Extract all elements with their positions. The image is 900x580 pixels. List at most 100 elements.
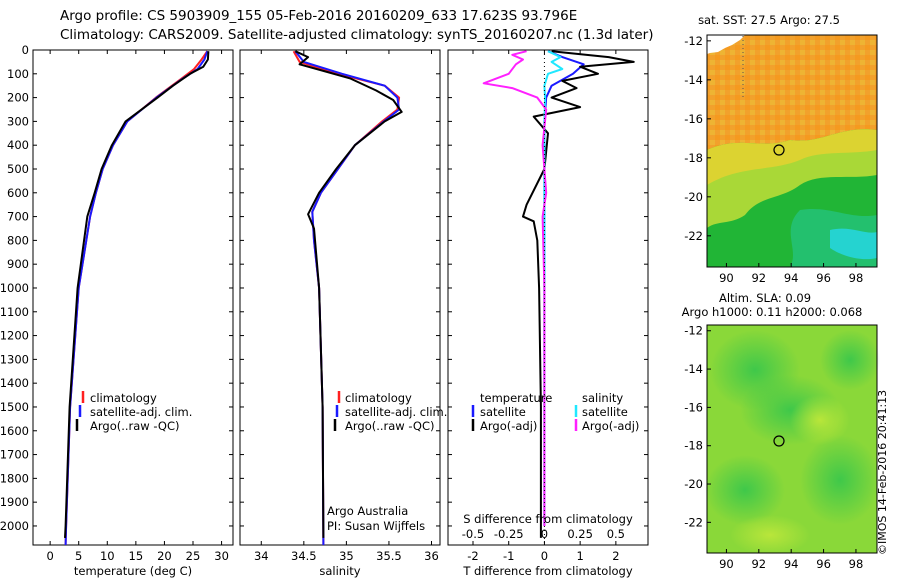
x-tick-label: 2 xyxy=(612,549,619,563)
map-y-tick-label: -12 xyxy=(684,324,703,338)
x-tick-label: 15 xyxy=(129,549,144,563)
depth-tick-label: 1800 xyxy=(0,471,29,485)
sst-field-cyan xyxy=(830,228,877,260)
depth-tick-label: 300 xyxy=(7,114,29,128)
map-x-tick-label: 94 xyxy=(784,271,799,285)
depth-tick-label: 1000 xyxy=(0,281,29,295)
depth-tick-label: 1300 xyxy=(0,352,29,366)
map-y-tick-label: -18 xyxy=(684,439,703,453)
map-y-tick-label: -16 xyxy=(684,400,703,414)
difference-legend: temperature satellite Argo(-adj) salinit… xyxy=(471,391,639,433)
legend-label-temp-argo: Argo(-adj) xyxy=(480,419,537,433)
figure-subtitle: Climatology: CARS2009. Satellite-adjuste… xyxy=(60,27,654,43)
s-difference-axis-label: S difference from climatology xyxy=(463,512,633,526)
sla-argo-marker xyxy=(773,435,785,447)
sla-map: Altim. SLA: 0.09 Argo h1000: 0.11 h2000:… xyxy=(682,291,880,555)
series-line-salinity-argo-adj xyxy=(482,50,548,526)
salinity-legend: climatology satellite-adj. clim. Argo(..… xyxy=(327,391,447,533)
series-line-satellite-adj-clim xyxy=(64,50,209,546)
temperature-axes xyxy=(32,49,234,546)
difference-axes xyxy=(447,49,649,546)
sla-low-area xyxy=(820,330,880,390)
x-tick-label: -1 xyxy=(503,549,514,563)
x-tick-label: 35.5 xyxy=(376,549,402,563)
depth-tick-label: 400 xyxy=(7,138,29,152)
legend-label-climatology: climatology xyxy=(345,391,412,405)
legend-label-climatology: climatology xyxy=(90,391,157,405)
map-y-tick-label: -14 xyxy=(684,73,703,87)
sst-map: sat. SST: 27.5 Argo: 27.5 xyxy=(698,13,878,268)
x-tick-label: 0 xyxy=(541,549,548,563)
legend-label-argo: Argo(..raw -QC) xyxy=(90,419,180,433)
x-tick-label: 34.5 xyxy=(291,549,317,563)
sst-field-warm xyxy=(707,35,877,150)
x-tick-label: 20 xyxy=(157,549,172,563)
figure-title: Argo profile: CS 5903909_155 05-Feb-2016… xyxy=(60,8,578,24)
legend-label-temp-satellite: satellite xyxy=(480,405,526,419)
x-tick-label: 10 xyxy=(100,549,115,563)
depth-tick-label: 1600 xyxy=(0,424,29,438)
s-diff-tick-label: -0.25 xyxy=(494,527,524,541)
depth-tick-label: 1100 xyxy=(0,305,29,319)
x-tick-label: 30 xyxy=(214,549,229,563)
depth-tick-label: 600 xyxy=(7,186,29,200)
map-x-tick-label: 94 xyxy=(784,557,799,571)
sla-low-area xyxy=(705,455,785,525)
sla-high-area xyxy=(730,515,810,555)
map-y-tick-label: -20 xyxy=(684,190,703,204)
depth-tick-label: 700 xyxy=(7,210,29,224)
sla-high-area xyxy=(790,395,850,445)
legend-label-satellite: satellite-adj. clim. xyxy=(345,405,447,419)
map-x-tick-label: 96 xyxy=(816,557,831,571)
depth-tick-label: 200 xyxy=(7,91,29,105)
series-line-climatology xyxy=(292,50,401,546)
temperature-axis-label: temperature (deg C) xyxy=(74,564,192,578)
map-y-tick-label: -12 xyxy=(684,34,703,48)
map-x-tick-label: 90 xyxy=(719,557,734,571)
salinity-axes xyxy=(239,49,441,546)
x-tick-label: 0 xyxy=(46,549,53,563)
depth-tick-label: 2000 xyxy=(0,519,29,533)
s-diff-tick-label: 0.25 xyxy=(567,527,593,541)
series-line-satellite-adj-clim xyxy=(294,50,401,546)
legend-title-temperature: temperature xyxy=(480,391,552,405)
map-y-tick-label: -18 xyxy=(684,151,703,165)
depth-tick-label: 1700 xyxy=(0,448,29,462)
x-tick-label: 36 xyxy=(424,549,439,563)
map-x-tick-label: 98 xyxy=(849,557,864,571)
depth-tick-label: 100 xyxy=(7,67,29,81)
pi-label: PI: Susan Wijffels xyxy=(327,519,425,533)
depth-tick-label: 0 xyxy=(22,43,29,57)
x-tick-label: -2 xyxy=(467,549,478,563)
series-line-temperature-satellite xyxy=(543,50,585,526)
series-line-temperature-argo-adj xyxy=(522,50,635,538)
series-line-climatology xyxy=(64,50,209,546)
map-y-tick-label: -16 xyxy=(684,112,703,126)
sst-map-title: sat. SST: 27.5 Argo: 27.5 xyxy=(698,13,840,27)
x-tick-label: 34 xyxy=(254,549,269,563)
series-line-argo-raw-qc xyxy=(294,50,403,538)
depth-tick-label: 900 xyxy=(7,257,29,271)
map-y-tick-label: -14 xyxy=(684,362,703,376)
depth-tick-label: 500 xyxy=(7,162,29,176)
sla-map-title: Altim. SLA: 0.09 xyxy=(719,291,811,305)
map-x-tick-label: 90 xyxy=(719,271,734,285)
series-line-salinity-satellite xyxy=(543,50,564,526)
legend-label-satellite: satellite-adj. clim. xyxy=(90,405,192,419)
map-x-tick-label: 96 xyxy=(816,271,831,285)
sla-map-subtitle: Argo h1000: 0.11 h2000: 0.068 xyxy=(682,305,863,319)
x-tick-label: 35 xyxy=(339,549,354,563)
argo-australia-label: Argo Australia xyxy=(327,504,408,518)
temperature-legend: climatology satellite-adj. clim. Argo(..… xyxy=(75,391,192,433)
map-x-tick-label: 92 xyxy=(751,557,766,571)
sst-map-frame xyxy=(706,34,878,268)
legend-label-argo: Argo(..raw -QC) xyxy=(345,419,435,433)
salinity-axis-label: salinity xyxy=(319,564,360,578)
s-diff-tick-label: 0.5 xyxy=(607,527,625,541)
sla-low-area xyxy=(800,435,880,525)
legend-label-sal-satellite: satellite xyxy=(582,405,628,419)
sst-argo-marker xyxy=(773,144,785,156)
map-x-tick-label: 98 xyxy=(849,271,864,285)
legend-label-sal-argo: Argo(-adj) xyxy=(582,419,639,433)
